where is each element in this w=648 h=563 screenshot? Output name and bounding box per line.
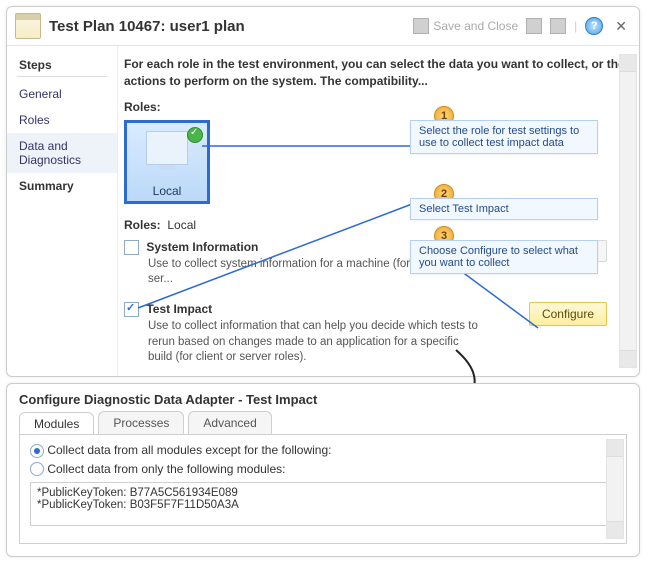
opt2-desc: Use to collect information that can help… [148, 319, 478, 366]
opt1-title: System Information [146, 240, 258, 254]
roles-local-label: Roles: [124, 218, 161, 232]
save-label: Save and Close [433, 19, 518, 33]
save-icon-2[interactable] [526, 18, 542, 34]
close-icon[interactable]: ✕ [611, 18, 631, 35]
tabs: Modules Processes Advanced [19, 411, 627, 434]
steps-sidebar: Steps General Roles Data and Diagnostics… [7, 46, 117, 376]
radio-only-label: Collect data from only the following mod… [47, 462, 285, 476]
body: Steps General Roles Data and Diagnostics… [7, 46, 639, 376]
computer-icon [146, 131, 188, 165]
scroll-up-icon[interactable] [620, 55, 636, 72]
test-plan-window: Test Plan 10467: user1 plan Save and Clo… [6, 6, 640, 377]
tabpanel-modules: Collect data from all modules except for… [19, 434, 627, 544]
roles-label: Roles: [124, 100, 625, 114]
sidebar-item-general[interactable]: General [7, 81, 117, 107]
main-panel: For each role in the test environment, y… [117, 46, 639, 376]
configure-adapter-window: Configure Diagnostic Data Adapter - Test… [6, 383, 640, 557]
copy-icon[interactable] [550, 18, 566, 34]
radio-row-2: Collect data from only the following mod… [30, 462, 616, 477]
checkbox-test-impact[interactable] [124, 302, 139, 317]
tab-processes[interactable]: Processes [98, 411, 184, 434]
scroll-down-icon[interactable] [620, 350, 636, 367]
radio-except[interactable] [30, 444, 44, 458]
check-icon [187, 127, 203, 143]
checkbox-system-information[interactable] [124, 240, 139, 255]
radio-row-1: Collect data from all modules except for… [30, 443, 616, 458]
save-icon [413, 18, 429, 34]
token-line-1: *PublicKeyToken: B77A5C561934E089 [37, 487, 609, 499]
scrollbar-2[interactable] [606, 439, 624, 539]
roles-local-value: Local [167, 218, 196, 232]
callout-1: Select the role for test settings to use… [410, 120, 598, 154]
help-icon[interactable]: ? [585, 17, 603, 35]
sidebar-item-summary[interactable]: Summary [7, 173, 117, 199]
role-tile-label: Local [127, 184, 207, 198]
sidebar-item-data-diagnostics[interactable]: Data and Diagnostics [7, 133, 117, 173]
sidebar-head: Steps [17, 54, 107, 77]
notes-icon [15, 13, 41, 39]
radio-except-label: Collect data from all modules except for… [47, 443, 331, 457]
tab-advanced[interactable]: Advanced [188, 411, 271, 434]
callout-2: Select Test Impact [410, 198, 598, 220]
configure-button[interactable]: Configure [529, 302, 607, 326]
scroll-up-icon[interactable] [607, 440, 623, 457]
scroll-down-icon[interactable] [607, 521, 623, 538]
titlebar: Test Plan 10467: user1 plan Save and Clo… [7, 7, 639, 46]
panel-description: For each role in the test environment, y… [124, 56, 625, 90]
window-title: Test Plan 10467: user1 plan [49, 18, 413, 35]
callout-3: Choose Configure to select what you want… [410, 240, 598, 274]
role-tile-local[interactable]: Local [124, 120, 210, 204]
token-line-2: *PublicKeyToken: B03F5F7F11D50A3A [37, 499, 609, 511]
option-test-impact: Configure Test Impact Use to collect inf… [124, 302, 625, 366]
module-list[interactable]: *PublicKeyToken: B77A5C561934E089 *Publi… [30, 482, 616, 526]
tab-modules[interactable]: Modules [19, 412, 94, 435]
save-and-close-button[interactable]: Save and Close [413, 18, 518, 34]
radio-only[interactable] [30, 462, 44, 476]
dialog2-title: Configure Diagnostic Data Adapter - Test… [7, 384, 639, 411]
scrollbar[interactable] [619, 54, 637, 368]
opt2-title: Test Impact [146, 302, 212, 316]
sidebar-item-roles[interactable]: Roles [7, 107, 117, 133]
